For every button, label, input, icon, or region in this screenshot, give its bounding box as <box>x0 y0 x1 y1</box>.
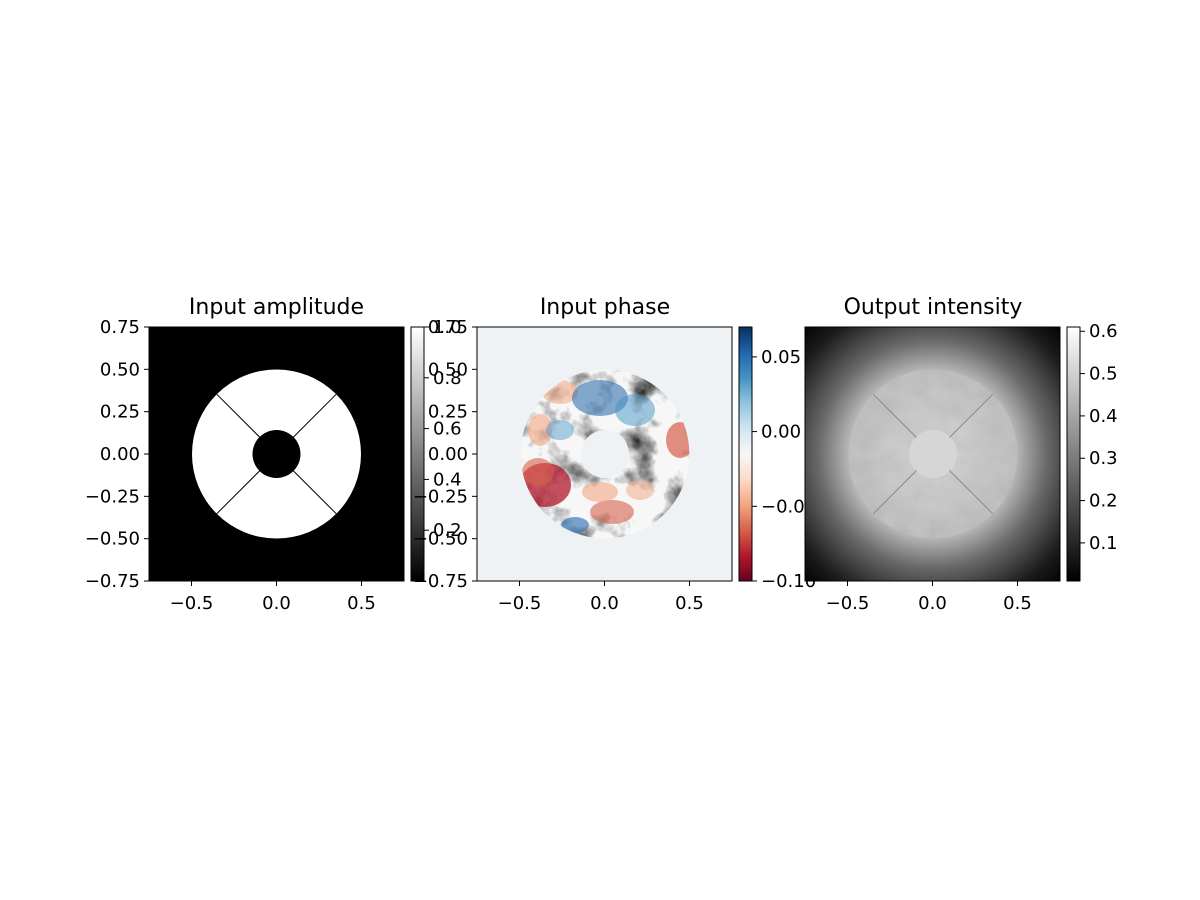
colorbar-tick-label: 0.8 <box>433 368 462 389</box>
x-tick-label: 0.5 <box>675 593 704 614</box>
y-tick-label: −0.75 <box>413 571 468 592</box>
phase-feature <box>546 420 574 440</box>
x-tick-label: −0.5 <box>170 593 214 614</box>
y-tick-label: −0.25 <box>85 486 140 507</box>
phase-feature <box>522 458 554 486</box>
y-tick-label: 0.25 <box>428 402 468 423</box>
phase-feature <box>590 500 634 524</box>
phase-feature <box>572 380 628 416</box>
amplitude-colorbar-ticks: 0.2 0.4 0.6 0.8 1.0 <box>424 317 462 541</box>
colorbar-tick-label: 0.6 <box>1089 321 1118 342</box>
panel-1-title: Input amplitude <box>189 295 364 320</box>
y-tick-label: 0.75 <box>428 317 468 338</box>
intensity-spiders <box>872 393 994 515</box>
x-tick-label: 0.5 <box>347 593 376 614</box>
panel-3-x-axis: −0.5 0.0 0.5 <box>826 581 1032 614</box>
x-tick-label: 0.0 <box>918 593 947 614</box>
phase-colorbar-ticks: 0.05 0.00 −0.05 −0.10 <box>752 347 816 592</box>
intensity-colorbar-ticks: 0.1 0.2 0.3 0.4 0.5 0.6 <box>1080 321 1118 554</box>
amplitude-central-obscuration <box>252 430 301 478</box>
y-tick-label: 0.75 <box>100 317 140 338</box>
y-tick-label: 0.50 <box>100 359 140 380</box>
y-tick-label: 0.50 <box>428 359 468 380</box>
phase-feature <box>615 394 655 426</box>
y-tick-label: 0.00 <box>428 444 468 465</box>
colorbar-tick-label: 0.2 <box>433 520 462 541</box>
x-tick-label: −0.5 <box>826 593 870 614</box>
panel-1-y-axis: 0.75 0.50 0.25 0.00 −0.25 −0.50 −0.75 <box>85 317 149 592</box>
x-tick-label: 0.0 <box>590 593 619 614</box>
colorbar-tick-label: 0.3 <box>1089 448 1118 469</box>
phase-feature <box>626 480 654 500</box>
colorbar-tick-label: 0.6 <box>433 419 462 440</box>
y-tick-label: −0.25 <box>413 486 468 507</box>
x-tick-label: 0.0 <box>262 593 291 614</box>
x-tick-label: 0.5 <box>1003 593 1032 614</box>
panel-2-title: Input phase <box>540 295 670 320</box>
phase-feature <box>528 414 552 446</box>
phase-feature <box>582 482 618 502</box>
colorbar-tick-label: 0.5 <box>1089 364 1118 385</box>
colorbar-tick-label: 0.4 <box>1089 406 1118 427</box>
phase-image-background <box>477 327 732 581</box>
panel-input-amplitude: Input amplitude −0.5 0.0 0.5 0.750.500.250… <box>85 295 462 614</box>
colorbar-tick-label: 0.05 <box>761 347 801 368</box>
amplitude-colorbar <box>410 326 425 582</box>
colorbar-tick-label: 0.00 <box>761 422 801 443</box>
panel-2-y-axis: 0.75 0.50 0.25 0.00 −0.25 −0.50 −0.75 <box>413 317 477 592</box>
phase-feature <box>561 517 589 533</box>
phase-colorbar <box>738 326 753 582</box>
amplitude-spiders <box>216 393 337 515</box>
colorbar-tick-label: 0.1 <box>1089 533 1118 554</box>
y-tick-label: 0.25 <box>100 402 140 423</box>
intensity-colorbar <box>1066 326 1081 582</box>
colorbar-tick-label: 1.0 <box>433 317 462 338</box>
panel-3-title: Output intensity <box>844 295 1023 320</box>
y-tick-label: −0.50 <box>413 529 468 550</box>
y-tick-label: −0.75 <box>85 571 140 592</box>
y-tick-label: −0.50 <box>85 529 140 550</box>
colorbar-tick-label: −0.10 <box>761 571 816 592</box>
panel-2-x-axis: −0.5 0.0 0.5 <box>498 581 704 614</box>
colorbar-tick-label: 0.2 <box>1089 491 1118 512</box>
panel-input-phase: Input phase −0.5 0.0 0.5 0.75 0.50 0.25 0.00 −… <box>413 295 816 614</box>
intensity-central-core <box>909 430 957 478</box>
y-tick-label: 0.00 <box>100 444 140 465</box>
colorbar-tick-label: −0.05 <box>761 496 816 517</box>
panel-1-x-axis: −0.5 0.0 0.5 <box>170 581 376 614</box>
panel-output-intensity: Output intensity −0.5 0.0 0.5 0.1 0.2 0.3 0.4… <box>804 295 1118 614</box>
x-tick-label: −0.5 <box>498 593 542 614</box>
colorbar-tick-label: 0.4 <box>433 469 462 490</box>
